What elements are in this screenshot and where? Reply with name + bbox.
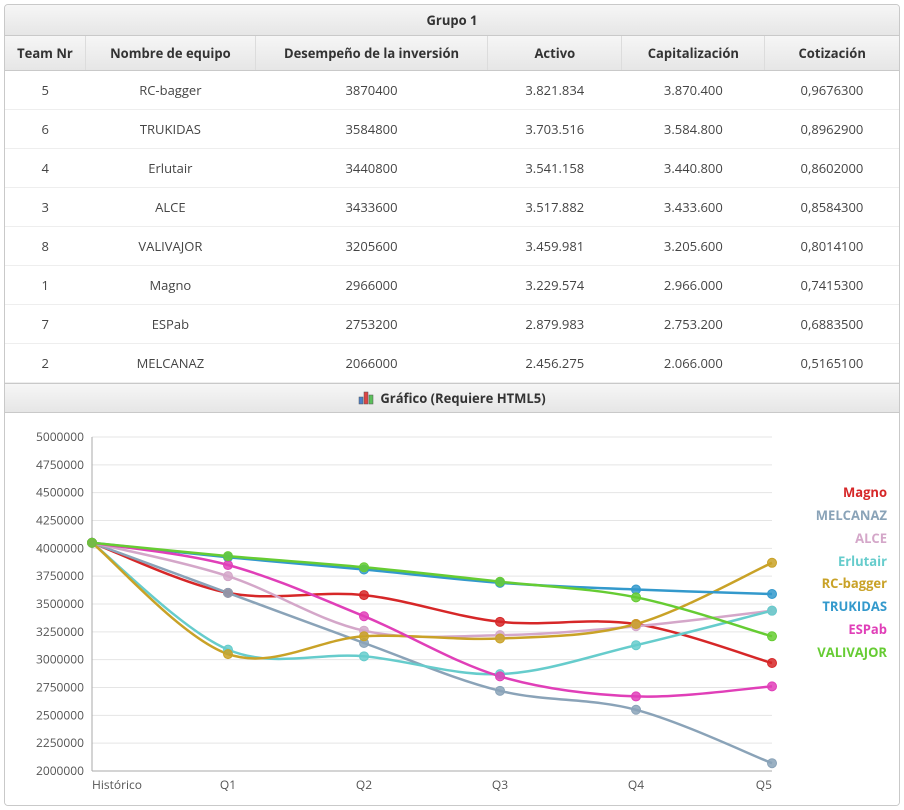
table-cell: 0,9676300 xyxy=(765,71,899,110)
column-header[interactable]: Cotización xyxy=(765,36,899,71)
table-cell: 3.229.574 xyxy=(488,266,622,305)
svg-text:3250000: 3250000 xyxy=(36,623,84,640)
svg-text:3000000: 3000000 xyxy=(36,651,84,668)
table-cell: 0,8962900 xyxy=(765,110,899,149)
table-cell: 7 xyxy=(5,305,85,344)
table-cell: 3205600 xyxy=(255,227,487,266)
table-cell: 3.433.600 xyxy=(622,188,765,227)
svg-text:5000000: 5000000 xyxy=(36,428,84,445)
table-cell: 2753200 xyxy=(255,305,487,344)
table-cell: 2.753.200 xyxy=(622,305,765,344)
group-panel: Grupo 1 Team NrNombre de equipoDesempeño… xyxy=(4,4,900,806)
column-header[interactable]: Team Nr xyxy=(5,36,85,71)
table-cell: 3584800 xyxy=(255,110,487,149)
table-row: 3ALCE34336003.517.8823.433.6000,8584300 xyxy=(5,188,899,227)
table-cell: 0,8602000 xyxy=(765,149,899,188)
table-cell: 2.879.983 xyxy=(488,305,622,344)
table-row: 7ESPab27532002.879.9832.753.2000,6883500 xyxy=(5,305,899,344)
table-cell: 2966000 xyxy=(255,266,487,305)
table-cell: VALIVAJOR xyxy=(85,227,255,266)
table-cell: Magno xyxy=(85,266,255,305)
table-cell: 3.821.834 xyxy=(488,71,622,110)
table-row: 5RC-bagger38704003.821.8343.870.4000,967… xyxy=(5,71,899,110)
table-cell: RC-bagger xyxy=(85,71,255,110)
column-header[interactable]: Nombre de equipo xyxy=(85,36,255,71)
svg-text:2500000: 2500000 xyxy=(36,706,84,723)
table-cell: 0,8584300 xyxy=(765,188,899,227)
table-cell: 2.456.275 xyxy=(488,344,622,383)
svg-text:3500000: 3500000 xyxy=(36,595,84,612)
table-cell: 3433600 xyxy=(255,188,487,227)
svg-text:4000000: 4000000 xyxy=(36,539,84,556)
table-row: 2MELCANAZ20660002.456.2752.066.0000,5165… xyxy=(5,344,899,383)
table-cell: 3.205.600 xyxy=(622,227,765,266)
chart-area: 2000000 2250000 2500000 2750000 3000000 32500… xyxy=(5,413,899,805)
column-header[interactable]: Activo xyxy=(488,36,622,71)
svg-text:4250000: 4250000 xyxy=(36,512,84,529)
group-title: Grupo 1 xyxy=(5,5,899,36)
table-cell: 3440800 xyxy=(255,149,487,188)
table-cell: Erlutair xyxy=(85,149,255,188)
svg-text:4750000: 4750000 xyxy=(36,456,84,473)
table-cell: ALCE xyxy=(85,188,255,227)
table-cell: 3.517.882 xyxy=(488,188,622,227)
table-cell: 2.966.000 xyxy=(622,266,765,305)
legend-item: Erlutair xyxy=(789,550,887,573)
line-chart: 2000000 2250000 2500000 2750000 3000000 32500… xyxy=(11,421,783,801)
legend-item: VALIVAJOR xyxy=(789,641,887,664)
table-cell: 0,5165100 xyxy=(765,344,899,383)
chart-header-text: Gráfico (Requiere HTML5) xyxy=(380,389,545,407)
data-table: Team NrNombre de equipoDesempeño de la i… xyxy=(5,36,899,383)
table-row: 4Erlutair34408003.541.1583.440.8000,8602… xyxy=(5,149,899,188)
table-cell: TRUKIDAS xyxy=(85,110,255,149)
table-cell: 3.440.800 xyxy=(622,149,765,188)
table-cell: 3.703.516 xyxy=(488,110,622,149)
svg-text:4500000: 4500000 xyxy=(36,484,84,501)
svg-text:2750000: 2750000 xyxy=(36,679,84,696)
legend-item: ALCE xyxy=(789,527,887,550)
legend-item: RC-bagger xyxy=(789,572,887,595)
table-cell: 3.459.981 xyxy=(488,227,622,266)
table-cell: ESPab xyxy=(85,305,255,344)
table-cell: MELCANAZ xyxy=(85,344,255,383)
column-header[interactable]: Desempeño de la inversión xyxy=(255,36,487,71)
table-cell: 0,7415300 xyxy=(765,266,899,305)
table-cell: 2066000 xyxy=(255,344,487,383)
chart-header: Gráfico (Requiere HTML5) xyxy=(5,383,899,413)
table-cell: 2.066.000 xyxy=(622,344,765,383)
table-cell: 3.541.158 xyxy=(488,149,622,188)
table-cell: 0,8014100 xyxy=(765,227,899,266)
bar-chart-icon xyxy=(358,391,374,405)
table-header-row: Team NrNombre de equipoDesempeño de la i… xyxy=(5,36,899,71)
svg-text:3750000: 3750000 xyxy=(36,567,84,584)
table-row: 6TRUKIDAS35848003.703.5163.584.8000,8962… xyxy=(5,110,899,149)
table-cell: 3 xyxy=(5,188,85,227)
table-cell: 4 xyxy=(5,149,85,188)
table-cell: 3.584.800 xyxy=(622,110,765,149)
table-cell: 1 xyxy=(5,266,85,305)
legend-item: Magno xyxy=(789,481,887,504)
table-cell: 0,6883500 xyxy=(765,305,899,344)
table-cell: 2 xyxy=(5,344,85,383)
column-header[interactable]: Capitalización xyxy=(622,36,765,71)
table-row: 1Magno29660003.229.5742.966.0000,7415300 xyxy=(5,266,899,305)
table-cell: 3870400 xyxy=(255,71,487,110)
legend-item: MELCANAZ xyxy=(789,504,887,527)
table-body: 5RC-bagger38704003.821.8343.870.4000,967… xyxy=(5,71,899,383)
legend-item: TRUKIDAS xyxy=(789,595,887,618)
table-cell: 8 xyxy=(5,227,85,266)
svg-text:2000000: 2000000 xyxy=(36,762,84,779)
table-cell: 3.870.400 xyxy=(622,71,765,110)
svg-text:2250000: 2250000 xyxy=(36,734,84,751)
table-row: 8VALIVAJOR32056003.459.9813.205.6000,801… xyxy=(5,227,899,266)
legend-item: ESPab xyxy=(789,618,887,641)
table-cell: 6 xyxy=(5,110,85,149)
chart-legend: MagnoMELCANAZALCEErlutairRC-baggerTRUKID… xyxy=(783,421,893,801)
table-cell: 5 xyxy=(5,71,85,110)
